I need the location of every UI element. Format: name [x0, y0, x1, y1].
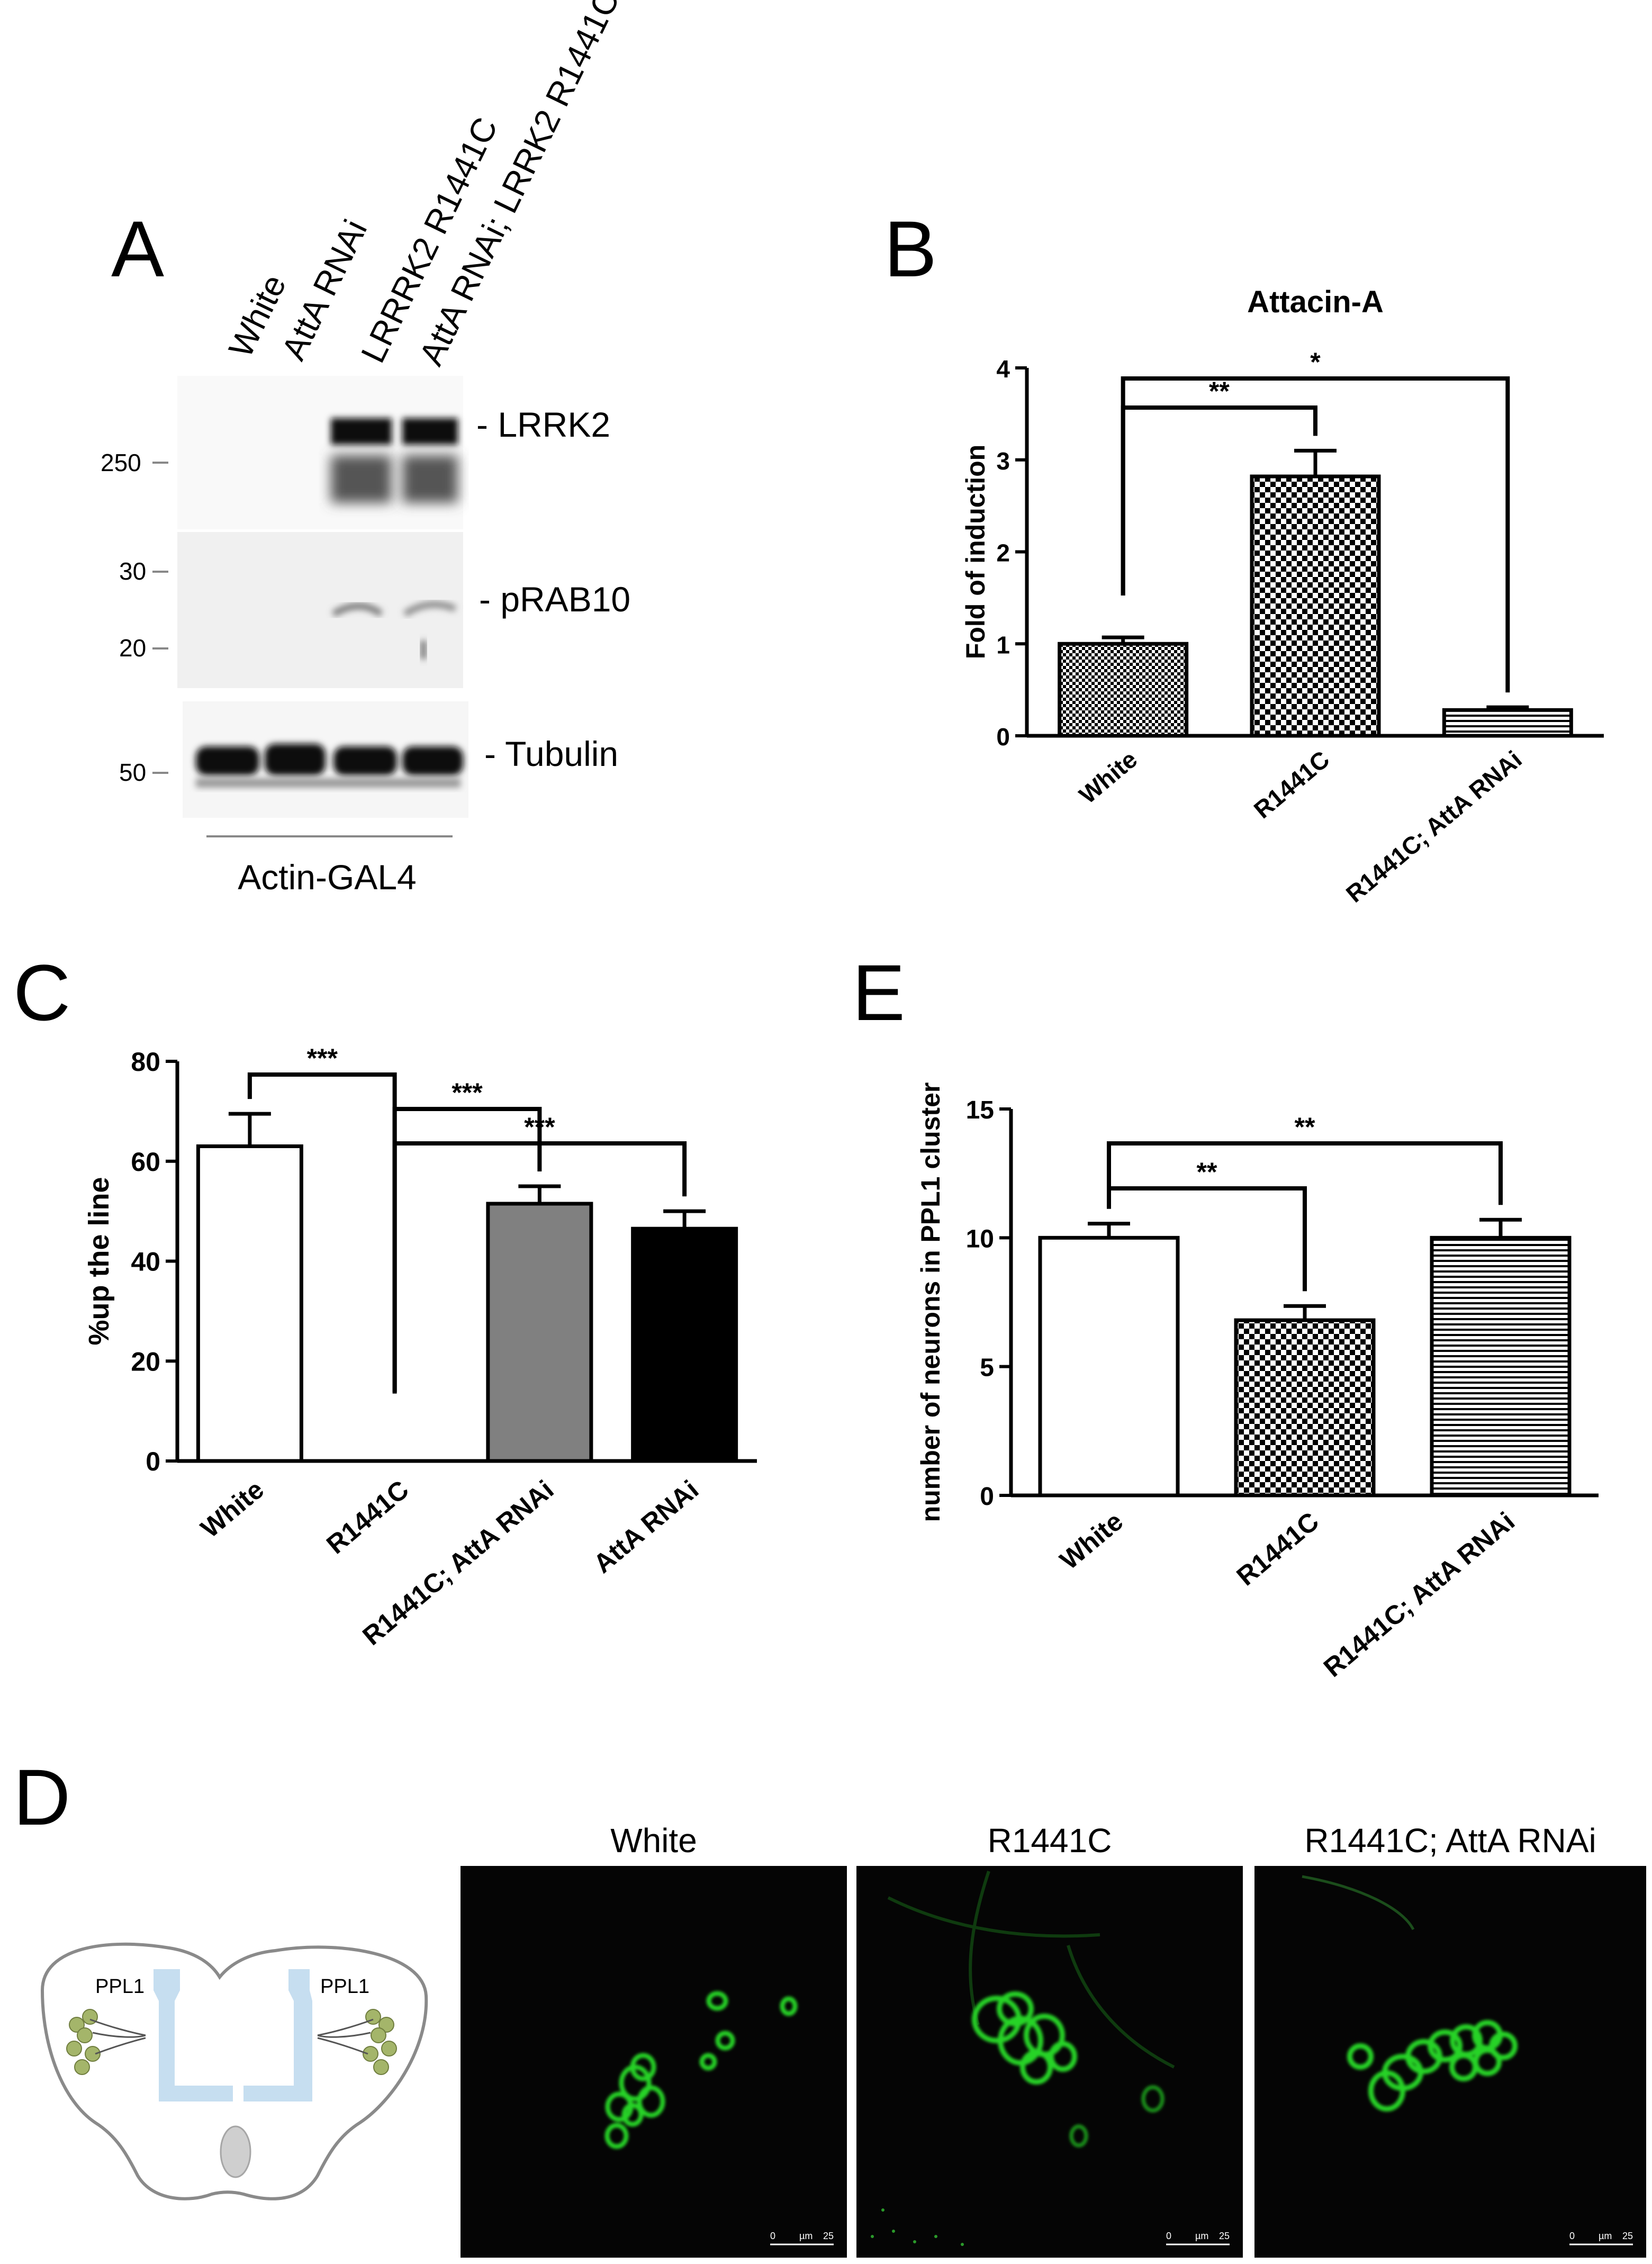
micro-image-rnai: 0 µm 25 — [1254, 1866, 1646, 2258]
chart-C-ylabel: %up the line — [83, 1177, 115, 1345]
chart-C-category-label: AttA RNAi — [588, 1475, 705, 1579]
western-blot-panel: White AttA RNAi LRRRK2 R1441C AttA RNAi;… — [101, 0, 630, 897]
ppl1-label-right: PPL1 — [320, 1976, 369, 1998]
svg-text:µm: µm — [799, 2231, 813, 2241]
chart-B-sig-bracket — [1121, 376, 1510, 693]
chart-B-ytick-label: 3 — [996, 447, 1010, 475]
chart-B-ytick-label: 1 — [996, 631, 1010, 659]
chart-C-category-label: R1441C — [321, 1475, 414, 1560]
chart-B-category-label: R1441C — [1249, 745, 1335, 824]
prab10-blot — [177, 532, 463, 688]
chart-E-sig-label: ** — [1197, 1157, 1217, 1187]
chart-C-ytick-label: 20 — [131, 1347, 160, 1376]
chart-E-ytick-label: 15 — [966, 1096, 994, 1124]
panel-a-label: A — [111, 204, 165, 293]
micro-title-white: White — [610, 1821, 697, 1860]
chart-C-bar — [486, 1202, 593, 1463]
chart-B-bar — [1442, 708, 1573, 738]
chart-E-bar — [1038, 1235, 1180, 1498]
band-label-tubulin: - Tubulin — [484, 734, 618, 773]
ppl1-label-left: PPL1 — [95, 1976, 145, 1998]
chart-C-ytick-label: 40 — [131, 1247, 160, 1277]
chart-B-bar — [1250, 474, 1381, 738]
chart-B-ytick-label: 4 — [996, 355, 1010, 383]
chart-B-bar — [1058, 642, 1189, 738]
chart-E-ylabel: number of neurons in PPL1 cluster — [916, 1083, 945, 1522]
scale-bar-r1441c: 0 µm 25 — [1166, 2231, 1230, 2245]
marker-30: 30 — [119, 557, 146, 585]
chart-E-ytick-label: 0 — [980, 1483, 994, 1511]
chart-E-ytick-label: 10 — [966, 1225, 994, 1253]
chart-E-sig-label: ** — [1295, 1112, 1315, 1142]
chart-C-sig-label: *** — [524, 1112, 555, 1142]
chart-C-ytick-label: 60 — [131, 1147, 160, 1177]
chart-B-category-label: White — [1074, 745, 1142, 809]
chart-B-sig-label: * — [1310, 347, 1321, 377]
lrrk2-blot — [177, 376, 463, 529]
chart-B-category-label: R1441C; AttA RNAi — [1341, 745, 1527, 908]
marker-250: 250 — [101, 449, 141, 476]
chart-B-sig-label: ** — [1209, 376, 1230, 406]
panel-e-label: E — [852, 948, 906, 1037]
svg-text:0: 0 — [1166, 2231, 1171, 2241]
chart-C-sig-label: *** — [307, 1043, 338, 1073]
svg-text:25: 25 — [1622, 2231, 1633, 2241]
panel-d-label: D — [13, 1753, 71, 1842]
chart-E-bar — [1234, 1318, 1376, 1498]
marker-50: 50 — [119, 759, 146, 786]
chart-e: number of neurons in PPL1 cluster 0 5 10 15 W… — [916, 1083, 1599, 1683]
chart-E-category-label: R1441C — [1231, 1507, 1325, 1592]
scale-bar-rnai: 0 µm 25 — [1569, 2231, 1633, 2245]
svg-text:25: 25 — [1219, 2231, 1230, 2241]
panel-c-label: C — [13, 948, 71, 1037]
svg-text:µm: µm — [1195, 2231, 1208, 2241]
chart-C-sig-bracket — [392, 1141, 687, 1392]
driver-label: Actin-GAL4 — [238, 858, 416, 897]
chart-B-ytick-label: 0 — [996, 723, 1010, 751]
band-label-lrrk2: - LRRK2 — [476, 405, 610, 444]
chart-E-ytick-label: 5 — [980, 1354, 994, 1382]
chart-C-sig-label: *** — [452, 1078, 483, 1107]
chart-E-category-label: R1441C; AttA RNAi — [1318, 1507, 1520, 1683]
micro-title-rnai: R1441C; AttA RNAi — [1304, 1821, 1596, 1860]
chart-E-bar — [1430, 1235, 1572, 1498]
chart-C-bar — [196, 1144, 303, 1463]
brain-schematic: PPL1 PPL1 — [40, 1942, 428, 2200]
chart-B-title: Attacin-A — [1247, 285, 1384, 319]
micro-title-r1441c: R1441C — [987, 1821, 1112, 1860]
svg-text:25: 25 — [823, 2231, 834, 2241]
micro-image-white: 0 µm 25 — [461, 1866, 847, 2258]
chart-E-sig-bracket — [1107, 1141, 1503, 1209]
panel-b-label: B — [884, 204, 937, 293]
svg-text:0: 0 — [1569, 2231, 1575, 2241]
chart-b: Attacin-A Fold of induction 0 1 2 3 4 White R144… — [961, 285, 1604, 908]
chart-C-category-label: White — [195, 1475, 269, 1544]
chart-C-bar — [631, 1226, 738, 1463]
chart-C-ytick-label: 0 — [146, 1447, 160, 1476]
svg-text:µm: µm — [1599, 2231, 1612, 2241]
micro-image-r1441c: 0 µm 25 — [856, 1866, 1243, 2258]
marker-20: 20 — [119, 634, 146, 662]
scale-bar-white: 0 µm 25 — [770, 2231, 834, 2245]
chart-B-ylabel: Fold of induction — [961, 445, 990, 659]
chart-E-category-label: White — [1054, 1507, 1129, 1575]
chart-C-ytick-label: 80 — [131, 1047, 160, 1077]
ppl1-cluster-left — [66, 2009, 101, 2075]
chart-B-ytick-label: 2 — [996, 539, 1010, 567]
svg-text:0: 0 — [770, 2231, 775, 2241]
band-label-prab10: - pRAB10 — [479, 580, 630, 619]
